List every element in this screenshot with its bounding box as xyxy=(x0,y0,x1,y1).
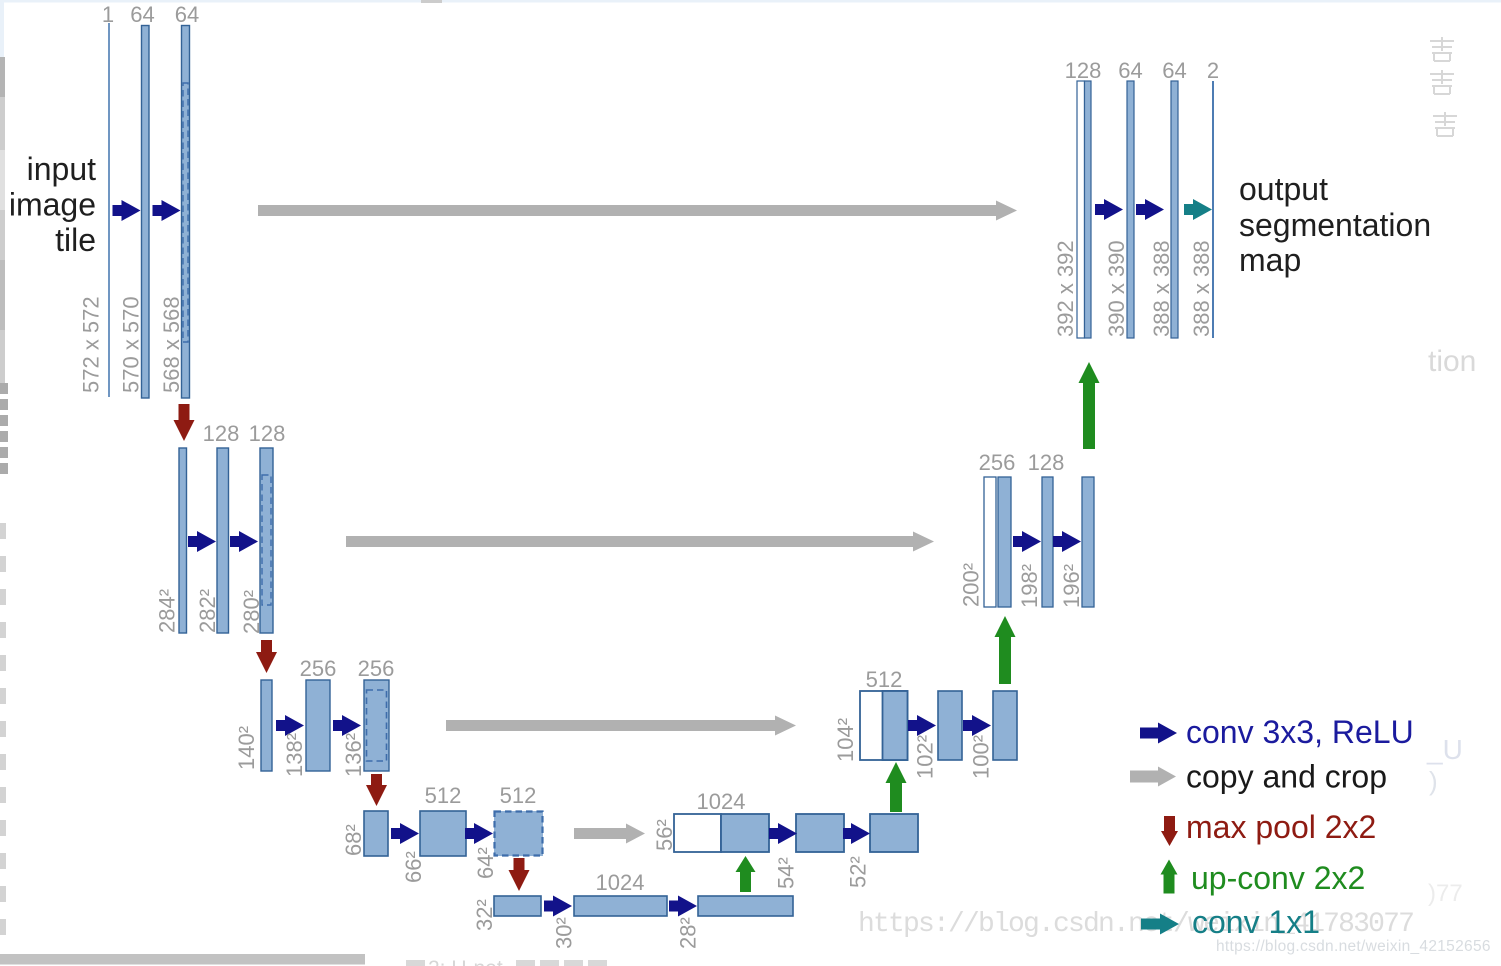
svg-text:max pool 2x2: max pool 2x2 xyxy=(1186,809,1376,845)
svg-text:1024: 1024 xyxy=(697,789,746,814)
svg-text:54²: 54² xyxy=(774,857,799,889)
svg-text:512: 512 xyxy=(425,783,462,808)
svg-text:https://blog.csdn.net/weixin_4: https://blog.csdn.net/weixin_42152656 xyxy=(1216,938,1491,955)
svg-text:image: image xyxy=(9,187,96,223)
svg-text:388 x 388: 388 x 388 xyxy=(1149,240,1174,337)
svg-text:)77: )77 xyxy=(1428,880,1463,907)
svg-text:copy and crop: copy and crop xyxy=(1186,759,1387,795)
svg-text:68²: 68² xyxy=(341,824,366,856)
svg-text:64: 64 xyxy=(130,2,154,27)
svg-text:128: 128 xyxy=(1065,58,1102,83)
svg-text:256: 256 xyxy=(300,656,337,681)
svg-text:32²: 32² xyxy=(472,899,497,931)
svg-text:66²: 66² xyxy=(401,851,426,883)
svg-text:198²: 198² xyxy=(1017,564,1042,608)
svg-text:104²: 104² xyxy=(833,718,858,762)
svg-text:102²: 102² xyxy=(913,735,938,779)
svg-text:map: map xyxy=(1239,242,1301,278)
svg-text:52²: 52² xyxy=(846,856,871,888)
svg-text:30²: 30² xyxy=(552,917,577,949)
svg-text:up-conv 2x2: up-conv 2x2 xyxy=(1191,860,1365,896)
svg-text:138²: 138² xyxy=(282,733,307,777)
svg-text:128: 128 xyxy=(203,421,240,446)
svg-text:388 x 388: 388 x 388 xyxy=(1189,240,1214,337)
svg-text:282²: 282² xyxy=(195,589,220,633)
svg-text:64: 64 xyxy=(1118,58,1142,83)
svg-text:136²: 136² xyxy=(341,733,366,777)
svg-text:256: 256 xyxy=(358,656,395,681)
svg-text:100²: 100² xyxy=(969,735,994,779)
svg-text:2: U-net: 2: U-net xyxy=(428,957,503,966)
svg-text:572 x 572: 572 x 572 xyxy=(79,296,104,393)
svg-text:output: output xyxy=(1239,171,1328,207)
svg-text:_U: _U xyxy=(1426,734,1463,765)
svg-text:64²: 64² xyxy=(473,847,498,879)
svg-text:https://blog.csdn.net/weixin_4: https://blog.csdn.net/weixin_41783077 xyxy=(858,909,1413,940)
svg-text:512: 512 xyxy=(500,783,537,808)
svg-text:568 x 568: 568 x 568 xyxy=(159,296,184,393)
svg-text:2: 2 xyxy=(1207,58,1219,83)
svg-text:64: 64 xyxy=(1162,58,1186,83)
svg-text:128: 128 xyxy=(1028,450,1065,475)
svg-text:280²: 280² xyxy=(239,590,264,634)
svg-text:512: 512 xyxy=(866,667,903,692)
svg-text:128: 128 xyxy=(249,421,286,446)
svg-text:200²: 200² xyxy=(959,563,984,607)
svg-text:256: 256 xyxy=(979,450,1016,475)
svg-text:segmentation: segmentation xyxy=(1239,207,1431,243)
svg-text:conv 3x3, ReLU: conv 3x3, ReLU xyxy=(1186,714,1414,750)
svg-text:390 x 390: 390 x 390 xyxy=(1104,240,1129,337)
svg-text:196²: 196² xyxy=(1059,564,1084,608)
svg-text:64: 64 xyxy=(175,2,199,27)
svg-text:1024: 1024 xyxy=(596,870,645,895)
svg-text:tion: tion xyxy=(1428,345,1476,378)
svg-text:): ) xyxy=(1429,766,1438,796)
svg-text:56²: 56² xyxy=(652,819,677,851)
svg-text:284²: 284² xyxy=(155,589,180,633)
svg-text:140²: 140² xyxy=(234,726,259,770)
svg-text:conv 1x1: conv 1x1 xyxy=(1192,904,1320,940)
svg-text:28²: 28² xyxy=(676,917,701,949)
svg-text:1: 1 xyxy=(102,2,114,27)
svg-text:input: input xyxy=(27,151,97,187)
svg-text:570 x 570: 570 x 570 xyxy=(119,296,144,393)
svg-text:tile: tile xyxy=(55,222,96,258)
svg-text:392 x 392: 392 x 392 xyxy=(1053,240,1078,337)
